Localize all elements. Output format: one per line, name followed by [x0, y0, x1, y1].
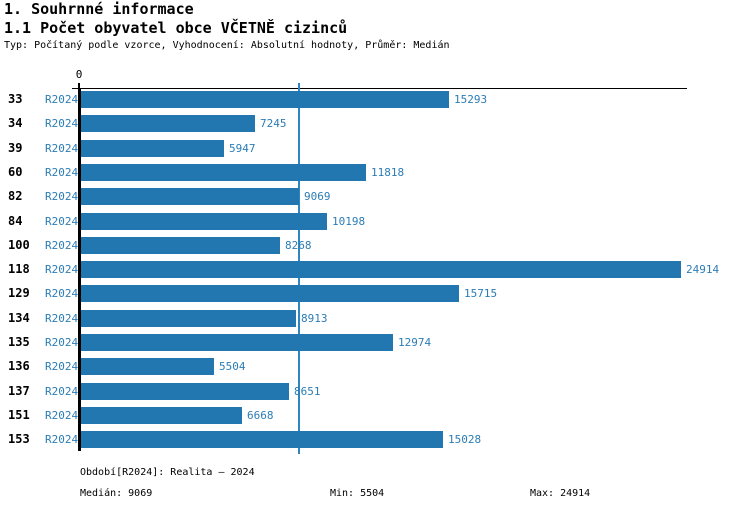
bar-value-label: 12974 — [398, 336, 432, 349]
bar — [81, 407, 242, 424]
page-title: 1. Souhrnné informace — [4, 0, 194, 18]
bar-value-label: 5947 — [229, 142, 256, 155]
row-category-label: 60 — [8, 165, 23, 179]
bar — [81, 91, 449, 108]
section-title: 1.1 Počet obyvatel obce VČETNĚ cizinců — [4, 19, 348, 37]
bar-value-label: 15028 — [448, 433, 482, 446]
bar — [81, 358, 214, 375]
bar-value-label: 15715 — [464, 287, 498, 300]
row-series-label: R2024 — [45, 215, 79, 228]
row-category-label: 84 — [8, 214, 23, 228]
footer-median: Medián: 9069 — [80, 488, 153, 499]
bar — [81, 140, 224, 157]
bar — [81, 188, 299, 205]
row-series-label: R2024 — [45, 360, 79, 373]
bar-value-label: 9069 — [304, 190, 331, 203]
footer-min: Min: 5504 — [330, 488, 385, 499]
x-axis-origin-label: 0 — [75, 68, 83, 81]
bar-value-label: 24914 — [686, 263, 720, 276]
row-series-label: R2024 — [45, 142, 79, 155]
bar — [81, 334, 393, 351]
bar-value-label: 10198 — [332, 215, 366, 228]
row-category-label: 33 — [8, 92, 23, 106]
y-axis-line — [78, 88, 81, 451]
row-category-label: 82 — [8, 189, 23, 203]
row-series-label: R2024 — [45, 312, 79, 325]
row-category-label: 134 — [8, 311, 30, 325]
row-series-label: R2024 — [45, 385, 79, 398]
row-series-label: R2024 — [45, 166, 79, 179]
bar — [81, 115, 255, 132]
row-category-label: 151 — [8, 408, 30, 422]
x-axis-line — [72, 88, 687, 89]
row-series-label: R2024 — [45, 336, 79, 349]
row-category-label: 136 — [8, 359, 30, 373]
footer-max: Max: 24914 — [530, 488, 591, 499]
row-category-label: 129 — [8, 286, 30, 300]
bar — [81, 164, 366, 181]
row-category-label: 135 — [8, 335, 30, 349]
row-series-label: R2024 — [45, 287, 79, 300]
bar — [81, 431, 443, 448]
row-series-label: R2024 — [45, 190, 79, 203]
bar-value-label: 11818 — [371, 166, 405, 179]
row-series-label: R2024 — [45, 433, 79, 446]
bar — [81, 285, 459, 302]
bar-value-label: 5504 — [219, 360, 246, 373]
bar-value-label: 8913 — [301, 312, 328, 325]
bar — [81, 213, 327, 230]
bar-value-label: 8268 — [285, 239, 312, 252]
row-category-label: 137 — [8, 384, 30, 398]
row-series-label: R2024 — [45, 409, 79, 422]
row-category-label: 34 — [8, 116, 23, 130]
row-series-label: R2024 — [45, 239, 79, 252]
bar — [81, 237, 280, 254]
row-category-label: 118 — [8, 262, 30, 276]
row-category-label: 39 — [8, 141, 23, 155]
row-category-label: 100 — [8, 238, 30, 252]
bar-value-label: 15293 — [454, 93, 488, 106]
row-category-label: 153 — [8, 432, 30, 446]
row-series-label: R2024 — [45, 93, 79, 106]
bar-value-label: 7245 — [260, 117, 287, 130]
bar — [81, 261, 681, 278]
bar — [81, 310, 296, 327]
chart-meta-line: Typ: Počítaný podle vzorce, Vyhodnocení:… — [4, 40, 450, 51]
bar-value-label: 6668 — [247, 409, 274, 422]
bar — [81, 383, 289, 400]
bar-value-label: 8651 — [294, 385, 321, 398]
footer-period: Období[R2024]: Realita – 2024 — [80, 467, 255, 478]
row-series-label: R2024 — [45, 117, 79, 130]
row-series-label: R2024 — [45, 263, 79, 276]
